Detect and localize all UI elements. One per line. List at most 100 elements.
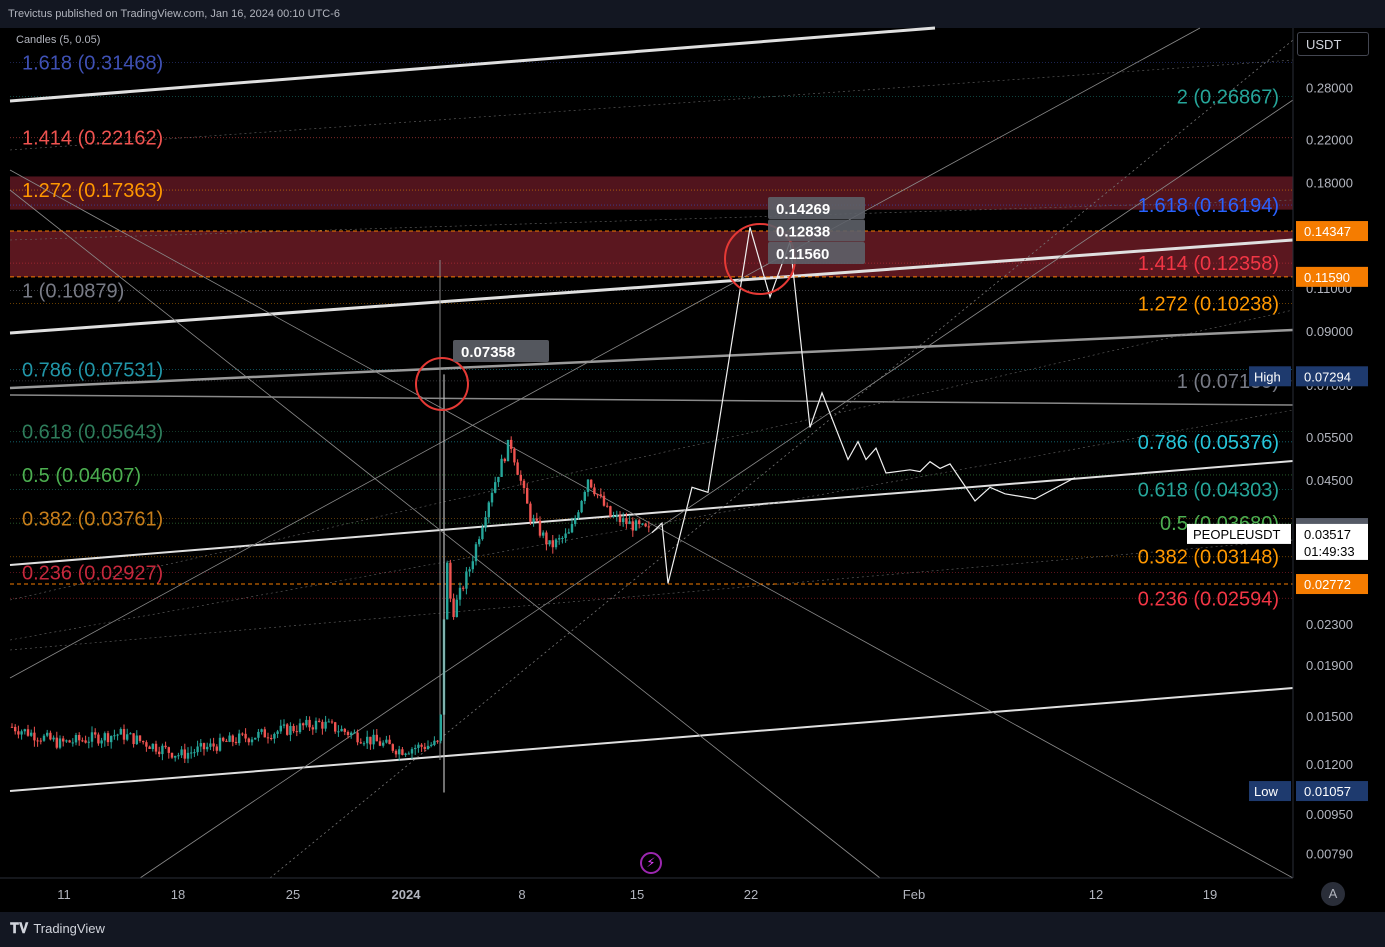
candle-body-95 [314,720,318,730]
candle-body-55 [186,752,190,759]
x-tick-0: 11 [57,887,71,902]
candle-body-53 [180,749,183,756]
plot-area[interactable] [0,28,1293,878]
trend-line-5[interactable] [9,394,1294,406]
candle-body-47 [161,745,164,755]
x-tick-4: 8 [518,887,525,902]
candle-body-115 [378,741,382,746]
currency-selector-button[interactable]: USDT [1297,32,1369,56]
candle-body-83 [276,731,279,734]
candle-body-128 [420,744,423,747]
trend-line-8[interactable] [139,99,1294,879]
candle-body-52 [177,755,180,757]
y-tick-11: 0.01500 [1306,709,1353,724]
candle-body-70 [234,741,238,744]
candle-body-173 [564,533,567,538]
candle-body-48 [164,745,167,748]
price-tag-box-6 [1249,781,1291,802]
candle-body-36 [126,734,129,740]
symbol-tag-box [1187,523,1291,544]
fib-zone-highlight [10,231,1293,277]
candle-body-144 [471,561,474,570]
lightning-event-icon[interactable]: ⚡ [640,852,662,874]
candle-body-167 [545,532,548,545]
time-axis[interactable] [0,878,1293,912]
callout-box-1 [768,197,865,219]
candle-body-183 [596,494,599,496]
candle-body-28 [100,740,103,744]
price-label-text-1: 0.11590 [1304,270,1350,285]
trend-line-10[interactable] [9,409,1294,641]
candle-body-180 [586,479,590,492]
candle-body-181 [590,479,593,488]
series-legend: Candles (5, 0.05) [16,34,101,46]
candle-body-118 [388,739,391,745]
candle-body-3 [20,731,23,735]
candle-body-17 [65,740,68,742]
candle-body-138 [452,598,455,618]
candle-body-166 [542,532,545,536]
trend-line-6[interactable] [9,169,1294,879]
price-label-box-1 [1296,266,1368,287]
candle-body-192 [625,518,628,525]
candle-body-106 [350,732,353,736]
projection-path[interactable] [651,227,1076,584]
trend-line-12[interactable] [9,199,1294,241]
trend-line-7[interactable] [9,189,881,879]
candle-body-124 [407,753,410,755]
trend-line-3[interactable] [9,687,1294,792]
candle-body-177 [577,512,580,519]
y-tick-13: 0.00950 [1306,807,1353,822]
auto-scale-button[interactable]: A [1321,882,1345,906]
candle-body-184 [599,494,602,496]
trend-line-9[interactable] [9,27,1201,679]
trend-line-11[interactable] [9,309,1294,601]
price-tag-box-2 [1249,366,1291,387]
trend-line-13[interactable] [9,59,1294,151]
candle-body-27 [97,734,100,744]
tradingview-logo-icon: 𝐓𝐕 [10,920,29,936]
candle-body-16 [62,738,65,742]
y-tick-12: 0.01200 [1306,757,1353,772]
candle-body-142 [465,571,468,589]
trend-line-4[interactable] [9,328,1294,390]
candle-body-163 [532,518,535,522]
price-axis[interactable] [1293,28,1385,912]
candle-body-188 [612,515,615,517]
candle-body-7 [33,732,36,741]
price-label-text-5: 0.02772 [1304,577,1351,592]
candle-body-147 [481,527,484,540]
price-label-text-0: 0.14347 [1304,224,1351,239]
candle-body-117 [385,739,388,743]
x-tick-2: 25 [286,887,300,902]
candle-body-199 [647,526,650,528]
candle-body-108 [356,732,359,743]
highlight-circle-1[interactable] [415,357,469,411]
trend-line-0[interactable] [9,26,936,103]
candle-body-88 [292,725,295,732]
candle-body-187 [609,506,612,517]
y-tick-9: 0.02300 [1306,617,1353,632]
callout-box-2 [768,219,865,242]
candle-body-2 [17,731,20,735]
trend-line-2[interactable] [9,460,1294,566]
x-tick-9: 19 [1203,887,1217,902]
candle-body-182 [593,487,596,495]
candle-body-139 [455,599,458,618]
candle-body-170 [554,539,558,548]
candle-body-87 [289,725,292,735]
candle-body-198 [644,523,647,527]
candle-body-197 [641,523,644,525]
candle-body-58 [196,746,199,753]
candle-body-64 [215,746,218,751]
callout-text-1: 0.14269 [776,201,830,218]
candle-body-98 [324,721,327,729]
tradingview-logo[interactable]: 𝐓𝐕 TradingView [10,920,105,937]
footer-bar: 𝐓𝐕 TradingView [0,912,1385,947]
candle-body-69 [231,735,234,742]
fib-left-label-8: 0.236 (0.02927) [22,562,163,584]
trend-line-1[interactable] [9,238,1294,335]
candle-body-154 [503,458,506,462]
candle-body-41 [142,740,145,743]
